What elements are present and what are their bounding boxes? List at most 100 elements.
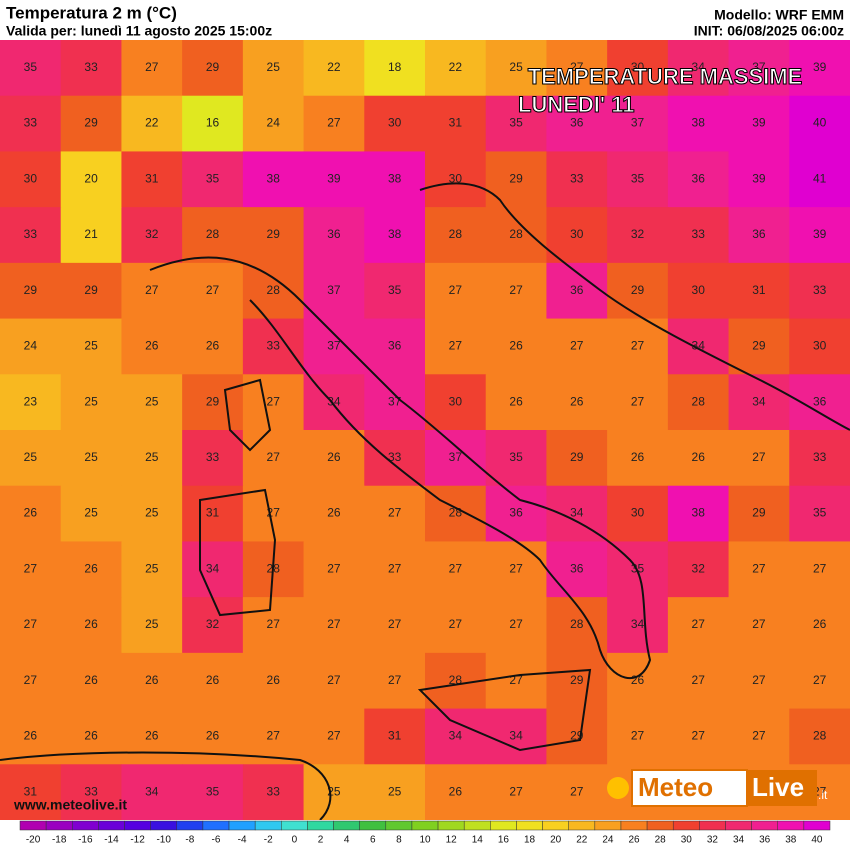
temperature-value: 35 (206, 171, 220, 185)
temperature-value: 37 (631, 116, 645, 130)
temperature-value: 36 (570, 283, 584, 297)
temperature-value: 27 (570, 60, 584, 74)
temperature-value: 22 (145, 116, 159, 130)
temperature-cell (667, 652, 730, 710)
temperature-cell (728, 430, 790, 487)
temperature-value: 38 (388, 171, 402, 185)
temperature-value: 31 (449, 116, 463, 130)
temperature-cell (546, 95, 608, 152)
temperature-value: 28 (267, 283, 281, 297)
colorbar-tick-label: 34 (733, 835, 745, 846)
colorbar-swatch (307, 820, 334, 831)
temperature-value: 27 (24, 617, 38, 631)
colorbar-swatch (594, 820, 622, 831)
temperature-value: 34 (692, 339, 706, 353)
temperature-cell (789, 485, 850, 542)
temperature-value: 33 (84, 784, 98, 798)
temperature-cell (425, 318, 487, 375)
temperature-value: 26 (631, 450, 645, 464)
temperature-cell (425, 597, 487, 654)
temperature-value: 30 (24, 171, 38, 185)
temperature-value: 27 (449, 339, 463, 353)
temperature-cell (546, 40, 608, 97)
temperature-value: 27 (388, 561, 402, 575)
temperature-value: 22 (327, 60, 341, 74)
temperature-value: 27 (752, 673, 766, 687)
temperature-value: 29 (84, 116, 98, 130)
temperature-value: 37 (388, 394, 402, 408)
temperature-cell (789, 318, 850, 375)
logo-suffix: .it (818, 788, 828, 802)
colorbar-swatch (176, 820, 204, 831)
colorbar-tick-label: 40 (811, 835, 823, 846)
temperature-cell (485, 597, 547, 654)
website: www.meteolive.it (13, 797, 127, 813)
temperature-value: 37 (327, 283, 341, 297)
temperature-cell (364, 374, 426, 431)
temperature-value: 35 (388, 283, 402, 297)
temperature-value: 35 (206, 784, 220, 798)
temperature-cell (667, 541, 730, 598)
temperature-value: 39 (813, 60, 827, 74)
temperature-value: 33 (813, 283, 827, 297)
temperature-cell (182, 318, 244, 375)
temperature-value: 27 (388, 673, 402, 687)
temperature-cell (485, 708, 547, 765)
temperature-value: 27 (24, 561, 38, 575)
temperature-cell (121, 151, 183, 208)
colorbar-tick-label: 8 (396, 835, 402, 846)
temperature-value: 27 (24, 673, 38, 687)
temperature-value: 27 (631, 339, 645, 353)
temperature-value: 36 (692, 171, 706, 185)
temperature-cell (182, 541, 244, 598)
temperature-cell (607, 708, 669, 765)
temperature-cell (303, 652, 365, 710)
temperature-cell (364, 652, 426, 710)
temperature-value: 27 (570, 339, 584, 353)
temperature-value: 29 (84, 283, 98, 297)
temperature-cell (485, 207, 547, 264)
temperature-cell (242, 374, 305, 431)
temperature-cell (607, 151, 669, 208)
temperature-cell (607, 262, 669, 320)
coast-sicily (417, 668, 592, 752)
temperature-cell (667, 207, 730, 264)
temperature-cell (789, 541, 850, 598)
logo-meteo: Meteo (638, 772, 713, 802)
header-bg (0, 0, 850, 40)
colorbar-swatch (19, 820, 47, 831)
temperature-cell (0, 541, 62, 598)
temperature-cell (485, 541, 547, 598)
temperature-value: 37 (449, 450, 463, 464)
temperature-cell (667, 151, 730, 208)
temperature-value: 34 (449, 729, 463, 743)
coast-corsica (223, 378, 272, 452)
colorbar-swatch (385, 820, 413, 831)
temperature-cell (0, 597, 62, 654)
temperature-value: 27 (813, 673, 827, 687)
temperature-cell (303, 541, 365, 598)
temperature-cell (364, 764, 426, 821)
temperature-value: 36 (327, 227, 341, 241)
temperature-value: 23 (24, 394, 38, 408)
temperature-cell (121, 652, 183, 710)
temperature-value: 33 (24, 227, 38, 241)
temperature-cell (546, 151, 608, 208)
temperature-value: 29 (267, 227, 281, 241)
temperature-cell (607, 40, 669, 97)
temperature-value: 29 (206, 394, 220, 408)
temperature-cell (0, 95, 62, 152)
temperature-value: 25 (24, 450, 38, 464)
temperature-value: 27 (206, 283, 220, 297)
temperature-cell (60, 262, 122, 320)
temperature-value: 26 (327, 450, 341, 464)
temperature-value: 27 (327, 729, 341, 743)
temperature-cell (546, 207, 608, 264)
temperature-cell (425, 374, 487, 431)
temperature-value: 35 (509, 116, 523, 130)
temperature-value: 30 (388, 116, 402, 130)
colorbar-swatch (542, 820, 569, 831)
temperature-cell (0, 374, 62, 431)
temperature-cell (667, 708, 730, 765)
temperature-value: 25 (388, 784, 402, 798)
